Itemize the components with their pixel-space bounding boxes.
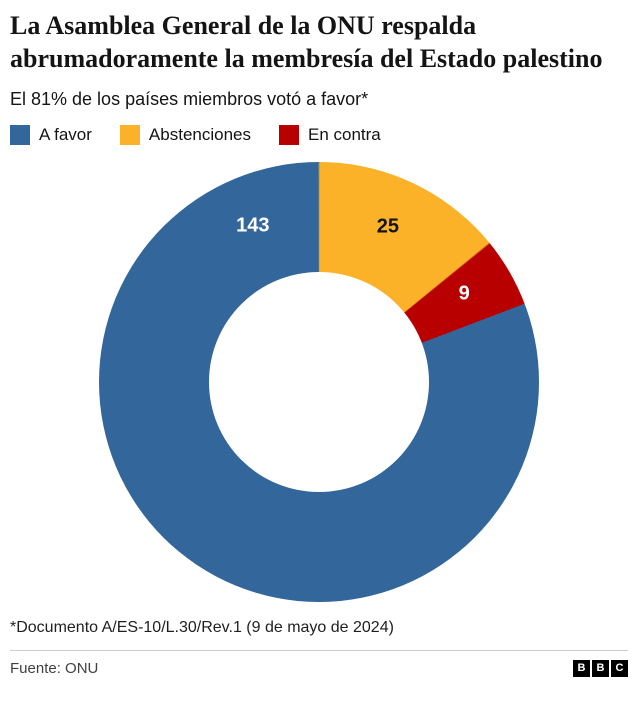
bbc-logo-letter-b2: B [592, 659, 609, 677]
legend-item-a-favor: A favor [10, 124, 92, 145]
footnote: *Documento A/ES-10/L.30/Rev.1 (9 de mayo… [10, 618, 394, 636]
bbc-logo-letter-c: C [611, 659, 628, 677]
donut-chart: 143 25 9 [99, 161, 539, 602]
legend: A favor Abstenciones En contra [10, 124, 628, 145]
legend-item-en-contra: En contra [279, 124, 381, 145]
bbc-logo: B B C [573, 659, 628, 677]
footer: Fuente: ONU B B C [10, 659, 628, 677]
legend-swatch-abstenciones [119, 124, 140, 145]
slice-value-label: 25 [376, 215, 400, 238]
bbc-logo-letter-b1: B [573, 659, 590, 677]
legend-label-en-contra: En contra [308, 124, 381, 144]
legend-label-abstenciones: Abstenciones [148, 124, 251, 144]
chart-subtitle: El 81% de los países miembros votó a fav… [10, 88, 369, 109]
legend-swatch-en-contra [279, 124, 299, 145]
chart-title: La Asamblea General de la ONU respalda a… [10, 11, 603, 73]
donut-hole [209, 271, 429, 492]
header: La Asamblea General de la ONU respalda a… [10, 10, 628, 110]
legend-item-abstenciones: Abstenciones [119, 124, 251, 145]
legend-label-a-favor: A favor [39, 124, 92, 144]
slice-value-label: 143 [236, 214, 270, 237]
source-label: Fuente: ONU [10, 659, 99, 677]
footer-divider [10, 649, 628, 651]
legend-swatch-a-favor [10, 124, 30, 145]
slice-value-label: 9 [458, 282, 470, 305]
chart-area: 143 25 9 [10, 161, 628, 602]
